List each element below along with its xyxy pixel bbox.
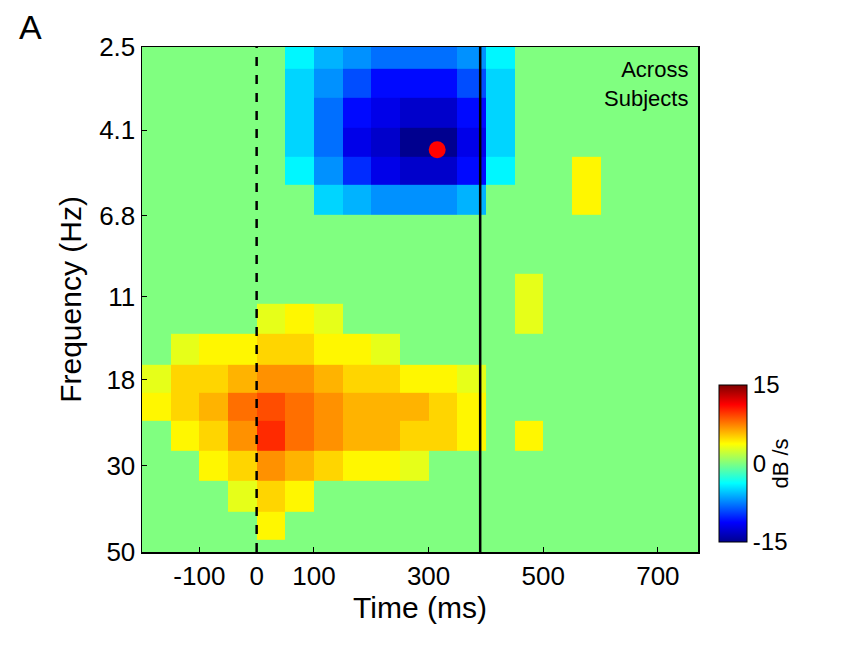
svg-text:6.8: 6.8 bbox=[99, 201, 135, 231]
svg-text:500: 500 bbox=[522, 561, 565, 591]
svg-text:0: 0 bbox=[753, 450, 766, 477]
svg-text:AcrossSubjects: AcrossSubjects bbox=[604, 57, 688, 111]
svg-text:4.1: 4.1 bbox=[99, 115, 135, 145]
svg-text:18: 18 bbox=[106, 365, 135, 395]
svg-text:dB /s: dB /s bbox=[768, 438, 793, 488]
svg-text:30: 30 bbox=[106, 451, 135, 481]
svg-text:11: 11 bbox=[108, 282, 135, 312]
svg-text:-100: -100 bbox=[173, 561, 225, 591]
svg-text:2.5: 2.5 bbox=[99, 32, 135, 62]
svg-text:300: 300 bbox=[407, 561, 450, 591]
svg-text:-15: -15 bbox=[753, 528, 788, 555]
svg-text:50: 50 bbox=[106, 537, 135, 567]
svg-text:700: 700 bbox=[636, 561, 679, 591]
svg-text:Time (ms): Time (ms) bbox=[353, 591, 487, 624]
svg-text:Frequency (Hz): Frequency (Hz) bbox=[54, 196, 87, 403]
svg-text:0: 0 bbox=[249, 561, 263, 591]
svg-text:A: A bbox=[19, 8, 42, 46]
svg-text:15: 15 bbox=[753, 371, 780, 398]
svg-text:100: 100 bbox=[292, 561, 335, 591]
